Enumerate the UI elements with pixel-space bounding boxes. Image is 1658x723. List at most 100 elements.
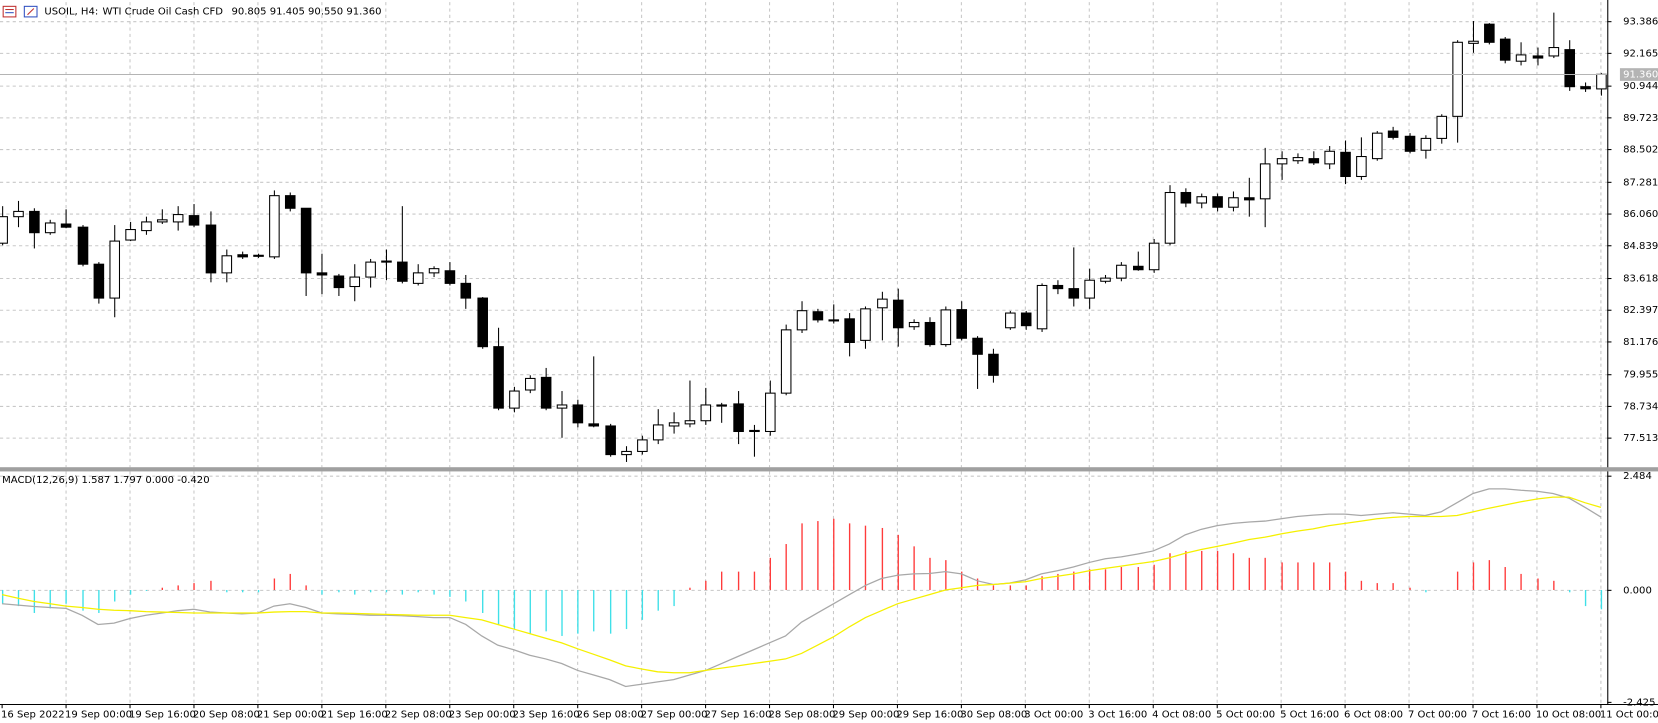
- candle-body: [924, 321, 936, 346]
- candle-body: [1468, 40, 1479, 44]
- candle-body: [1084, 279, 1095, 299]
- grid-layer: [0, 2, 1608, 704]
- candle-body: [109, 240, 121, 299]
- candle-body: [365, 261, 376, 278]
- candle-body: [1212, 196, 1223, 208]
- candle-body: [940, 309, 952, 346]
- candle-body: [605, 425, 616, 456]
- y-tick-label: 83.618: [1623, 274, 1658, 285]
- candle-body: [1356, 156, 1367, 178]
- candle-body: [253, 254, 264, 257]
- candle-body: [1452, 41, 1463, 117]
- candle-body: [284, 195, 296, 209]
- candle-body: [1244, 197, 1255, 201]
- candle-body: [316, 272, 328, 276]
- y-tick-label: 82.397: [1623, 305, 1658, 316]
- x-tick-label: 21 Sep 00:00: [257, 710, 324, 721]
- indicator-title: MACD(12,26,9) 1.587 1.797 0.000 -0.420: [2, 475, 209, 486]
- candle-body: [125, 229, 136, 241]
- candle-body: [428, 268, 440, 274]
- candle-body: [477, 297, 488, 348]
- candle-body: [44, 222, 56, 234]
- candle-body: [972, 337, 983, 355]
- candle-body: [172, 214, 184, 223]
- candle-body: [828, 319, 840, 322]
- x-tick-label: 29 Sep 00:00: [832, 710, 899, 721]
- candle-body: [13, 210, 24, 218]
- candle-body: [1580, 86, 1591, 90]
- candle-body: [333, 275, 345, 289]
- candle-body: [1308, 158, 1320, 164]
- x-tick-label: 28 Sep 08:00: [768, 710, 835, 721]
- mark-layer: [0, 12, 1608, 688]
- candle-body: [1100, 277, 1111, 282]
- candle-body: [988, 353, 999, 376]
- candle-body: [509, 390, 520, 409]
- candle-body: [700, 404, 712, 422]
- y-tick-label: 93.386: [1623, 17, 1658, 28]
- candle-body: [1420, 137, 1432, 151]
- x-tick-label: 10 Oct 08:00: [1536, 710, 1601, 721]
- candle-body: [1564, 49, 1575, 88]
- candle-body: [29, 210, 40, 234]
- icon: [27, 8, 35, 16]
- candle-body: [300, 207, 312, 274]
- icon: [2, 5, 17, 18]
- x-tick-label: 22 Sep 08:00: [385, 710, 452, 721]
- y-tick-label: 2.484: [1623, 471, 1652, 482]
- candle-body: [1340, 151, 1351, 178]
- candle-body: [733, 403, 744, 433]
- candle-body: [1196, 196, 1208, 204]
- y-tick-label: 88.502: [1623, 145, 1658, 156]
- candle-body: [141, 221, 152, 232]
- y-tick-label: 77.513: [1623, 433, 1658, 444]
- candle-body: [1005, 312, 1016, 329]
- candle-body: [460, 282, 472, 299]
- indicator-line: [1, 496, 1602, 674]
- symbol: USOIL, H4:: [44, 7, 98, 18]
- x-tick-label: 26 Sep 08:00: [577, 710, 644, 721]
- candle-body: [956, 309, 967, 339]
- y-tick-label: 87.281: [1623, 177, 1658, 188]
- ohlc: 90.805 91.405 90.550 91.360: [231, 7, 381, 18]
- candle-body: [892, 299, 904, 329]
- candle-body: [1436, 115, 1448, 139]
- y-tick-label: 92.165: [1623, 48, 1658, 59]
- x-tick-label: 7 Oct 00:00: [1408, 710, 1467, 721]
- candle-body: [205, 224, 217, 274]
- chart-header: USOIL, H4: WTI Crude Oil Cash CFD 90.805 9…: [44, 7, 381, 18]
- x-tick-label: 20 Sep 08:00: [193, 710, 260, 721]
- candle-body: [1404, 135, 1416, 152]
- x-tick-label: 21 Sep 16:00: [321, 710, 388, 721]
- x-tick-label: 19 Sep 16:00: [129, 710, 196, 721]
- candle-body: [1499, 38, 1511, 61]
- x-tick-label: 5 Oct 00:00: [1216, 710, 1275, 721]
- candle-body: [237, 254, 248, 258]
- candle-body: [1276, 158, 1288, 165]
- candle-body: [1164, 191, 1176, 244]
- candle-body: [93, 263, 105, 299]
- candle-body: [77, 226, 89, 265]
- candle-body: [269, 195, 280, 258]
- y-tick-label: 84.839: [1623, 241, 1658, 252]
- candle-body: [1371, 132, 1383, 160]
- candle-body: [621, 450, 632, 456]
- x-tick-label: 23 Sep 00:00: [449, 710, 516, 721]
- candle-body: [765, 392, 776, 433]
- candle-body: [1324, 150, 1335, 165]
- candle-body: [524, 377, 536, 391]
- candle-body: [588, 423, 600, 427]
- candle-body: [1596, 73, 1607, 90]
- candle-body: [60, 223, 72, 228]
- y-tick-label: 89.723: [1623, 113, 1658, 124]
- candle-body: [780, 329, 792, 394]
- x-tick-label: 29 Sep 16:00: [896, 710, 963, 721]
- candle-body: [652, 424, 664, 441]
- x-tick-label: 27 Sep 16:00: [705, 710, 772, 721]
- candle-body: [860, 308, 871, 341]
- candle-body: [1292, 157, 1304, 162]
- x-tick-label: 19 Sep 00:00: [65, 710, 132, 721]
